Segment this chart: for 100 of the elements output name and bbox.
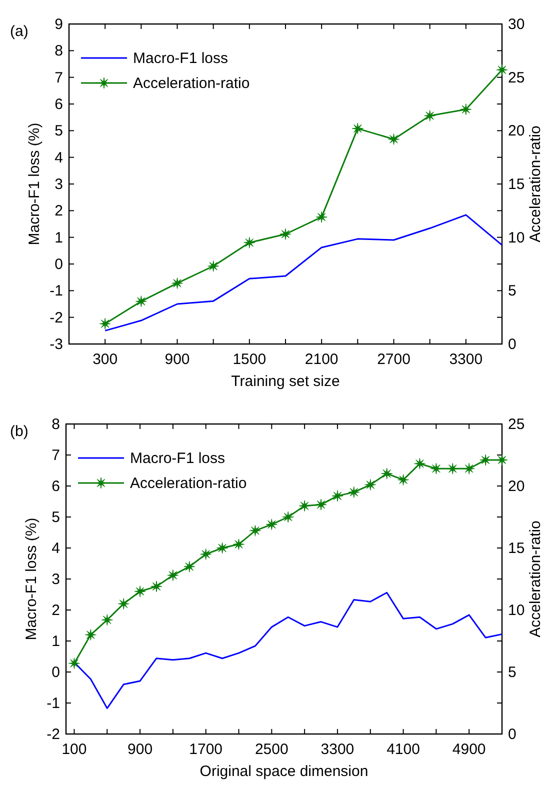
point [332,490,344,502]
y2-axis-title: Acceleration-ratio [527,126,544,242]
y-tick-label: 2 [54,202,63,220]
y-tick-label: 9 [54,16,63,33]
point [446,462,458,474]
point [150,580,162,592]
y-tick-label: 1 [52,633,60,650]
point [233,538,245,550]
point [280,228,292,240]
x-axis-title: Original space dimension [200,763,368,780]
point [118,598,130,610]
x-tick-label: 100 [62,741,87,758]
y-tick-label: 7 [54,69,63,86]
point [430,462,442,474]
point [244,236,256,248]
x-tick-label: 2700 [377,351,410,368]
point [200,548,212,560]
y-tick-label: -3 [50,336,63,353]
x-tick-label: 3300 [449,351,483,368]
y2-tick-label: 20 [508,478,525,495]
y2-tick-label: 30 [508,16,525,33]
x-tick-label: 4900 [452,741,486,758]
point [414,458,426,470]
x-tick-label: 3300 [320,741,354,758]
point [316,211,328,223]
point [496,64,508,76]
point [298,500,310,512]
x-tick-label: 4100 [386,741,420,758]
y-tick-label: 8 [54,42,63,60]
point [68,658,80,670]
y-tick-label: 5 [54,122,63,140]
x-tick-label: 2500 [254,741,288,758]
y-tick-label: 4 [54,149,63,166]
y-tick-label: 0 [52,664,60,681]
y2-tick-label: 25 [508,416,525,433]
y-tick-label: 7 [52,447,60,464]
point [172,277,183,289]
x-tick-label: 1500 [232,351,266,368]
legend-label: Macro-F1 loss [133,50,228,67]
point [184,560,196,572]
point [282,511,294,523]
point [381,468,393,480]
y2-tick-label: 15 [508,540,525,557]
x-tick-label: 300 [92,351,118,368]
point [388,133,400,145]
y2-tick-label: 10 [508,229,525,246]
y-tick-label: 3 [52,571,60,588]
point [99,318,111,330]
point [352,122,364,134]
point [364,479,376,491]
point [249,524,261,536]
point [480,454,492,466]
point [135,296,147,308]
y-tick-label: 6 [52,478,60,495]
y2-axis-title: Acceleration-ratio [527,520,544,638]
y-tick-label: 8 [52,416,60,433]
y-tick-label: 4 [52,540,60,557]
point [216,542,228,554]
point [463,462,475,474]
y-tick-label: 3 [54,176,63,193]
y2-tick-label: 10 [508,602,525,619]
point [398,474,410,486]
legend-label: Acceleration-ratio [130,475,247,492]
point [424,110,436,122]
y2-tick-label: 15 [508,176,525,193]
point [208,260,220,272]
y2-tick-label: 0 [508,726,516,743]
legend-label: Acceleration-ratio [133,75,250,92]
y2-tick-label: 20 [508,122,525,140]
y2-tick-label: 0 [508,336,516,353]
y-tick-label: -1 [46,695,60,712]
x-tick-label: 900 [164,351,190,368]
point [266,518,278,530]
legend-label: Macro-F1 loss [130,450,226,467]
y-tick-label: 6 [54,96,63,113]
y-axis-title: Macro-F1 loss (%) [26,122,43,246]
x-tick-label: 2100 [304,351,338,368]
x-tick-label: 900 [128,741,153,758]
chart-title: (b) [10,423,28,440]
chart-title: (a) [10,23,28,40]
point [496,454,508,466]
point [167,570,179,582]
y-tick-label: -1 [50,282,63,300]
x-axis-title: Training set size [231,373,340,390]
point [101,614,113,626]
y-tick-label: 0 [54,256,63,273]
y2-tick-label: 5 [508,282,516,300]
y-tick-label: -2 [46,726,60,743]
x-tick-label: 1700 [189,741,223,758]
point [460,104,472,116]
point [84,629,96,641]
y-tick-label: 2 [52,602,60,619]
line-series [104,214,503,332]
y-tick-label: -2 [50,309,63,326]
point [315,498,327,510]
y-tick-label: 1 [54,229,63,246]
y2-tick-label: 25 [508,69,525,86]
y-tick-label: 5 [52,509,60,526]
point [134,586,146,598]
point [348,486,360,498]
